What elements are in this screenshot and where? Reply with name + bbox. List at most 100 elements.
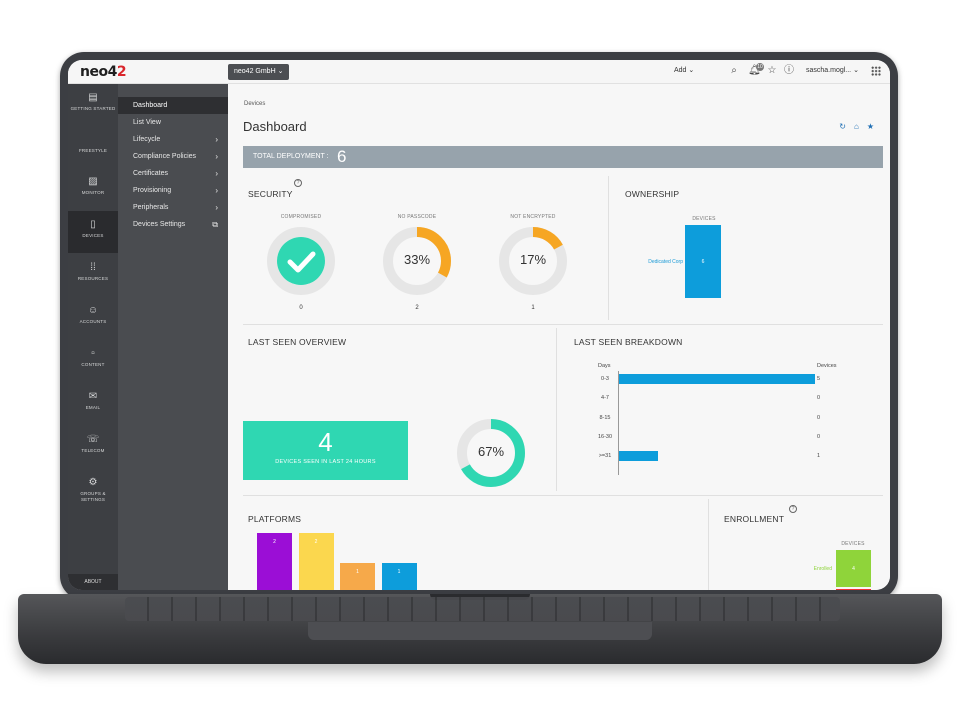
rail-item-devices[interactable]: ▯ DEVICES bbox=[68, 211, 118, 253]
bell-icon[interactable]: 🔔︎ bbox=[748, 65, 761, 76]
compromised-donut-track bbox=[267, 227, 335, 295]
search-icon[interactable]: ⌕ bbox=[731, 65, 737, 76]
platform-bar[interactable] bbox=[381, 563, 417, 590]
breakdown-row-label: 0-3 bbox=[601, 376, 609, 382]
divider bbox=[556, 328, 557, 491]
laptop-trackpad bbox=[308, 622, 652, 640]
dashboard-main: Devices Dashboard ↻⌂★ TOTAL DEPLOYMENT :… bbox=[228, 84, 890, 590]
breakdown-row-value: 0 bbox=[817, 414, 821, 421]
organization-select[interactable]: neo42 GmbH ⌄ bbox=[228, 64, 290, 80]
devices-seen-24h-tile[interactable]: 4 DEVICES SEEN IN LAST 24 HOURS bbox=[243, 421, 408, 480]
enrollment-segment[interactable] bbox=[836, 550, 871, 587]
compromised-donut[interactable] bbox=[266, 226, 336, 296]
breakdown-row-label: 16-30 bbox=[597, 433, 613, 440]
breakdown-bar[interactable] bbox=[619, 451, 659, 462]
subnav-item-peripherals[interactable]: Peripherals › bbox=[118, 199, 228, 216]
refresh-icon[interactable]: ↻ bbox=[839, 122, 854, 131]
chevron-right-icon: › bbox=[215, 152, 218, 161]
last-seen-breakdown-title: LAST SEEN BREAKDOWN bbox=[574, 337, 683, 347]
document-icon: ▫ bbox=[91, 348, 95, 359]
security-help-icon[interactable]: ? bbox=[294, 179, 302, 187]
security-label-no-passcode: NO PASSCODE bbox=[397, 214, 437, 220]
divider bbox=[708, 499, 709, 590]
platform-bar-value: 2 bbox=[314, 539, 318, 545]
total-deployment-bar: TOTAL DEPLOYMENT : 6 bbox=[243, 146, 883, 168]
last-seen-percent: 67% bbox=[477, 444, 505, 459]
platform-bar[interactable] bbox=[257, 533, 292, 590]
rail-item-freestyle[interactable]: FREESTYLE bbox=[68, 126, 118, 168]
breakdown-row-value: 5 bbox=[817, 376, 821, 382]
subnav-item-lifecycle[interactable]: Lifecycle › bbox=[118, 131, 228, 148]
breakdown-axis bbox=[618, 371, 619, 475]
breadcrumb[interactable]: Devices bbox=[244, 101, 266, 107]
subnav-item-provisioning[interactable]: Provisioning › bbox=[118, 182, 228, 199]
devices-subnav: Dashboard List View Lifecycle › Complianc… bbox=[118, 84, 228, 590]
rail-item-content[interactable]: ▫ CONTENT bbox=[68, 340, 118, 382]
freestyle-icon bbox=[68, 134, 118, 146]
no-passcode-arc bbox=[383, 227, 451, 295]
external-link-icon: ⧉ bbox=[212, 220, 218, 229]
platform-bar[interactable] bbox=[340, 563, 375, 590]
primary-rail: ▤ GETTING STARTED FREESTYLE ▨ MONITOR ▯ DEV… bbox=[68, 84, 118, 590]
platforms-title: PLATFORMS bbox=[248, 514, 302, 524]
rail-item-telecom[interactable]: ☏ TELECOM bbox=[68, 426, 118, 468]
chevron-right-icon: › bbox=[215, 203, 218, 212]
enrollment-segment-value: 4 bbox=[852, 565, 855, 572]
ownership-column-header: DEVICES bbox=[692, 216, 716, 222]
subnav-item-certificates[interactable]: Certificates › bbox=[118, 165, 228, 182]
platform-bar[interactable] bbox=[298, 533, 334, 590]
enrollment-segment[interactable] bbox=[836, 589, 871, 590]
subnav-item-compliance-policies[interactable]: Compliance Policies › bbox=[118, 148, 228, 165]
subnav-item-devices-settings[interactable]: Devices Settings ⧉ bbox=[118, 216, 228, 233]
check-icon bbox=[287, 251, 316, 273]
about-link[interactable]: ABOUT bbox=[68, 574, 118, 590]
divider bbox=[608, 176, 609, 320]
compromised-count: 0 bbox=[299, 305, 303, 311]
subnav-item-dashboard[interactable]: Dashboard bbox=[118, 97, 228, 114]
neo42-logo[interactable]: neo42 bbox=[80, 64, 127, 80]
chevron-right-icon: › bbox=[215, 135, 218, 144]
home-icon[interactable]: ⌂ bbox=[853, 122, 867, 131]
envelope-icon: ✉ bbox=[88, 391, 98, 402]
enrollment-help-icon[interactable]: ? bbox=[789, 505, 797, 513]
monitor-icon: ▨ bbox=[88, 176, 98, 187]
not-encrypted-donut[interactable] bbox=[498, 226, 568, 296]
devices-seen-caption: DEVICES SEEN IN LAST 24 HOURS bbox=[275, 459, 376, 465]
header-actions: ↻⌂★ bbox=[839, 122, 882, 131]
breakdown-row-value: 1 bbox=[817, 453, 821, 460]
grid-icon: ⁞⁞ bbox=[90, 262, 96, 273]
rail-item-accounts[interactable]: ☺ ACCOUNTS bbox=[68, 297, 118, 339]
security-title: SECURITY bbox=[248, 189, 293, 199]
subnav-item-list-view[interactable]: List View bbox=[133, 119, 161, 126]
favorite-star-icon[interactable]: ★ bbox=[866, 122, 882, 131]
help-icon[interactable]: ⓘ bbox=[784, 65, 794, 76]
rail-item-getting-started[interactable]: ▤ GETTING STARTED bbox=[68, 84, 118, 126]
app-launcher-icon[interactable] bbox=[871, 66, 881, 76]
ownership-bar[interactable] bbox=[685, 225, 721, 298]
rail-item-email[interactable]: ✉ EMAIL bbox=[68, 383, 118, 425]
rail-item-resources[interactable]: ⁞⁞ RESOURCES bbox=[68, 254, 118, 296]
compromised-ok-fill bbox=[277, 237, 325, 285]
user-menu[interactable]: sascha.mogl... ⌄ bbox=[806, 67, 859, 74]
top-bar: neo42 neo42 GmbH ⌄ Add ⌄ ⌕ 🔔︎ 10 ☆ ⓘ sas… bbox=[68, 60, 890, 84]
enrollment-title: ENROLLMENT bbox=[724, 514, 785, 524]
page-title: Dashboard bbox=[243, 119, 307, 134]
divider bbox=[243, 495, 883, 496]
rail-item-monitor[interactable]: ▨ MONITOR bbox=[68, 168, 118, 210]
breakdown-bar[interactable] bbox=[619, 374, 815, 384]
star-icon[interactable]: ☆ bbox=[767, 65, 777, 76]
add-menu[interactable]: Add ⌄ bbox=[674, 67, 695, 74]
breakdown-row-label: 8-15 bbox=[599, 414, 611, 421]
breakdown-row-label: 4-7 bbox=[601, 395, 609, 402]
no-passcode-count: 2 bbox=[415, 305, 419, 311]
notification-count: 10 bbox=[756, 63, 764, 71]
rail-item-groups-settings[interactable]: ⚙ GROUPS & SETTINGS bbox=[68, 469, 118, 511]
breakdown-row-label: >=31 bbox=[598, 453, 612, 460]
enrollment-label: Enrolled bbox=[813, 565, 832, 572]
breakdown-row-value: 0 bbox=[817, 395, 821, 402]
no-passcode-donut[interactable] bbox=[382, 226, 452, 296]
total-deployment-value: 6 bbox=[337, 147, 347, 166]
last-seen-donut[interactable] bbox=[456, 418, 526, 488]
security-label-compromised: COMPROMISED bbox=[280, 214, 322, 220]
enrollment-column-header: DEVICES bbox=[841, 541, 865, 547]
